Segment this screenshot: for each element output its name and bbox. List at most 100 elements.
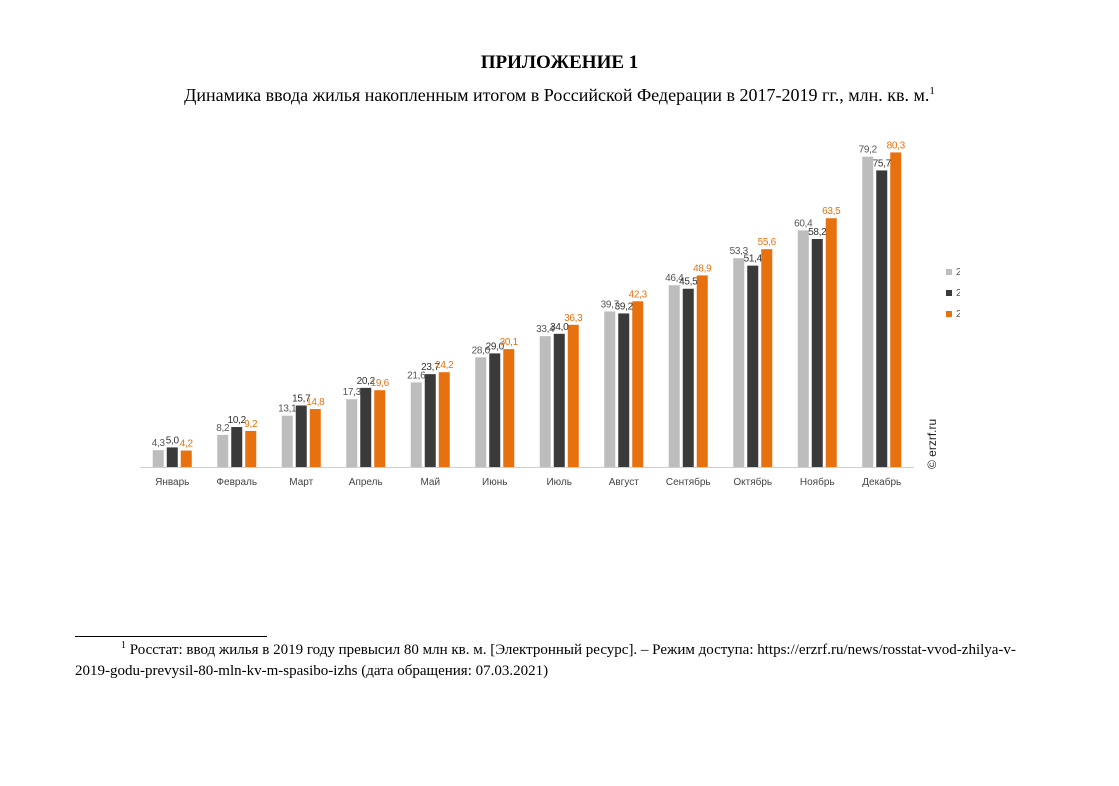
watermark-text: © erzrf.ru — [925, 419, 939, 469]
data-label-2019-1: 4,2 — [180, 439, 194, 450]
bar-2019-4 — [374, 390, 386, 467]
data-label-2018-9: 45,5 — [679, 277, 698, 288]
bar-2017-6 — [475, 357, 487, 467]
bar-2019-6 — [503, 349, 515, 467]
data-label-2019-2: 9,2 — [244, 419, 258, 430]
data-label-2017-1: 4,3 — [152, 438, 166, 449]
appendix-heading: ПРИЛОЖЕНИЕ 1 — [480, 52, 639, 73]
bar-2019-9 — [696, 275, 708, 467]
data-label-2019-5: 24,2 — [435, 360, 454, 371]
legend-swatch-2019 — [946, 311, 952, 317]
data-label-2018-3: 15,7 — [292, 393, 311, 404]
x-tick-label-5: Май — [420, 477, 440, 488]
bar-2018-9 — [682, 288, 694, 467]
bar-2017-2 — [217, 434, 229, 467]
bar-2017-5 — [410, 382, 422, 467]
data-label-2017-3: 13,1 — [278, 404, 297, 415]
data-labels-layer: 4,3 5,0 4,2 8,210,29,2 13,115,714,8 17,320,21… — [152, 140, 906, 449]
x-tick-label-8: Август — [609, 477, 640, 488]
bar-2017-11 — [797, 230, 809, 467]
bar-2017-10 — [733, 258, 745, 467]
x-tick-label-3: Март — [289, 477, 313, 488]
bar-2017-3 — [281, 415, 293, 467]
bar-2019-5 — [438, 372, 450, 467]
data-label-2018-6: 29,0 — [486, 341, 505, 352]
legend-label-2018: 2018 — [956, 288, 960, 299]
footnote: 1 Росстат: ввод жилья в 2019 году превыс… — [75, 640, 1050, 682]
bar-2019-10 — [761, 249, 773, 467]
bar-2018-2 — [231, 427, 243, 467]
bar-2017-1 — [152, 450, 164, 467]
footnote-mark: 1 — [121, 640, 126, 651]
bar-2019-11 — [825, 218, 837, 467]
data-label-2019-6: 30,1 — [500, 337, 519, 348]
bar-2018-11 — [811, 238, 823, 467]
bar-2019-2 — [245, 430, 257, 467]
bar-chart: 4,3 5,0 4,2 8,210,29,2 13,115,714,8 17,320,21… — [140, 114, 979, 494]
data-label-2019-12: 80,3 — [887, 140, 906, 151]
bar-2019-3 — [309, 409, 321, 467]
bar-2018-3 — [295, 405, 307, 467]
caption-footnote-mark: 1 — [929, 85, 935, 97]
legend-swatch-2017 — [946, 269, 952, 275]
legend-label-2017: 2017 — [956, 267, 960, 278]
x-tick-label-11: Ноябрь — [800, 476, 835, 488]
data-label-2017-9: 46,4 — [665, 273, 684, 284]
data-label-2017-10: 53,3 — [730, 246, 749, 257]
x-tick-label-2: Февраль — [216, 477, 257, 488]
data-label-2018-4: 20,2 — [357, 376, 376, 387]
bars-layer — [152, 152, 902, 467]
data-label-2019-10: 55,6 — [758, 237, 777, 248]
x-tick-label-1: Январь — [155, 477, 189, 488]
bar-2018-5 — [424, 374, 436, 467]
x-tick-label-7: Июль — [546, 477, 572, 488]
data-label-2017-7: 33,4 — [536, 324, 555, 335]
data-label-2019-4: 19,6 — [371, 378, 390, 389]
bar-2019-1 — [180, 450, 192, 467]
chart-caption: Динамика ввода жилья накопленным итогом … — [0, 85, 1119, 106]
legend-swatch-2018 — [946, 290, 952, 296]
bar-2018-4 — [360, 387, 372, 467]
x-tick-label-4: Апрель — [349, 477, 383, 488]
x-tick-label-6: Июнь — [482, 477, 507, 488]
bar-2018-1 — [166, 447, 178, 467]
bar-2017-8 — [604, 311, 616, 467]
data-label-2017-4: 17,3 — [343, 387, 362, 398]
data-label-2019-11: 63,5 — [822, 206, 841, 217]
x-tick-label-9: Сентябрь — [666, 476, 711, 488]
footnote-text: Росстат: ввод жилья в 2019 году превысил… — [75, 642, 1016, 679]
bar-2019-12 — [890, 152, 902, 467]
data-label-2019-3: 14,8 — [306, 397, 325, 408]
data-label-2017-12: 79,2 — [859, 145, 878, 156]
data-label-2018-2: 10,2 — [228, 415, 247, 426]
chart-container: 4,3 5,0 4,2 8,2 10,2 9,2 13,1 15,7 14,8 17,3 20,2 1… — [140, 114, 979, 499]
x-tick-label-12: Декабрь — [862, 476, 901, 488]
data-label-2018-7: 34,0 — [550, 322, 569, 333]
data-label-2018-12: 75,7 — [873, 158, 892, 169]
bar-2017-4 — [346, 399, 358, 467]
footnote-divider — [75, 636, 267, 637]
data-label-2018-10: 51,4 — [744, 254, 763, 265]
chart-caption-text: Динамика ввода жилья накопленным итогом … — [184, 85, 930, 105]
data-label-2019-8: 42,3 — [629, 289, 648, 300]
bar-2017-7 — [539, 336, 551, 467]
bar-2017-9 — [668, 285, 680, 467]
data-label-2017-11: 60,4 — [794, 218, 813, 229]
data-label-2018-8: 39,2 — [615, 301, 634, 312]
x-tick-label-10: Октябрь — [733, 476, 772, 488]
bar-2017-12 — [862, 156, 874, 467]
data-label-2018-11: 58,2 — [808, 227, 827, 238]
data-label-2017-5: 21,6 — [407, 370, 426, 381]
bar-2018-12 — [876, 170, 888, 467]
bar-2018-6 — [489, 353, 501, 467]
bar-2018-7 — [553, 333, 565, 467]
bar-2019-8 — [632, 301, 644, 467]
data-label-2019-7: 36,3 — [564, 313, 583, 324]
bar-2018-10 — [747, 265, 759, 467]
data-label-2017-2: 8,2 — [216, 423, 230, 434]
data-label-2017-6: 28,0 — [472, 345, 491, 356]
data-label-2017-8: 39,7 — [601, 299, 620, 310]
data-label-2019-9: 48,9 — [693, 263, 712, 274]
data-label-2018-1: 5,0 — [166, 435, 180, 446]
bar-2019-7 — [567, 324, 579, 467]
